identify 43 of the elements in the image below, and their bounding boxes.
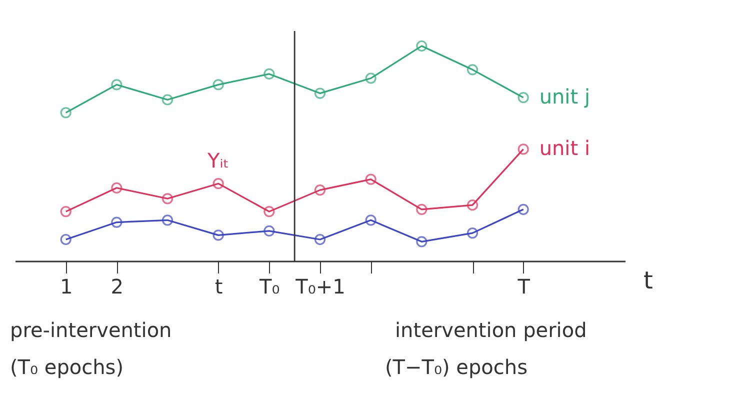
point	[162, 193, 174, 204]
point	[518, 92, 529, 104]
point	[518, 144, 529, 155]
text: intervention period	[395, 318, 587, 342]
text: (T₀ epochs)	[10, 355, 124, 379]
point	[264, 206, 275, 218]
point	[466, 64, 478, 76]
point	[60, 107, 72, 118]
point	[416, 236, 428, 248]
point	[466, 228, 478, 239]
point	[162, 94, 174, 106]
x-tick-label: t	[214, 274, 223, 298]
x-tick-label: T₀+1	[294, 274, 346, 298]
point	[60, 206, 72, 218]
point	[212, 230, 224, 241]
point	[416, 204, 428, 215]
series-label: unit i	[539, 136, 590, 160]
point	[264, 225, 275, 236]
point	[466, 200, 478, 211]
point	[314, 88, 326, 99]
point	[212, 79, 224, 90]
x-tick-label: 1	[60, 274, 73, 298]
point	[365, 214, 376, 226]
text: pre-intervention	[10, 318, 172, 342]
annotation: Yᵢₜ	[206, 148, 230, 173]
point	[111, 182, 122, 194]
point	[162, 214, 174, 226]
point	[518, 204, 529, 215]
point	[365, 72, 376, 84]
point	[314, 184, 326, 196]
point	[111, 216, 122, 228]
point	[212, 178, 224, 190]
point	[60, 234, 72, 246]
point	[264, 68, 275, 80]
point	[111, 79, 122, 90]
x-tick-label: 2	[110, 274, 124, 298]
point	[365, 174, 376, 185]
x-tick-label: T₀	[258, 274, 280, 298]
x-tick-label: T	[516, 274, 531, 298]
text: (T−T₀) epochs	[385, 355, 528, 379]
point	[416, 40, 428, 52]
point	[314, 234, 326, 246]
series-label: unit j	[539, 84, 590, 109]
